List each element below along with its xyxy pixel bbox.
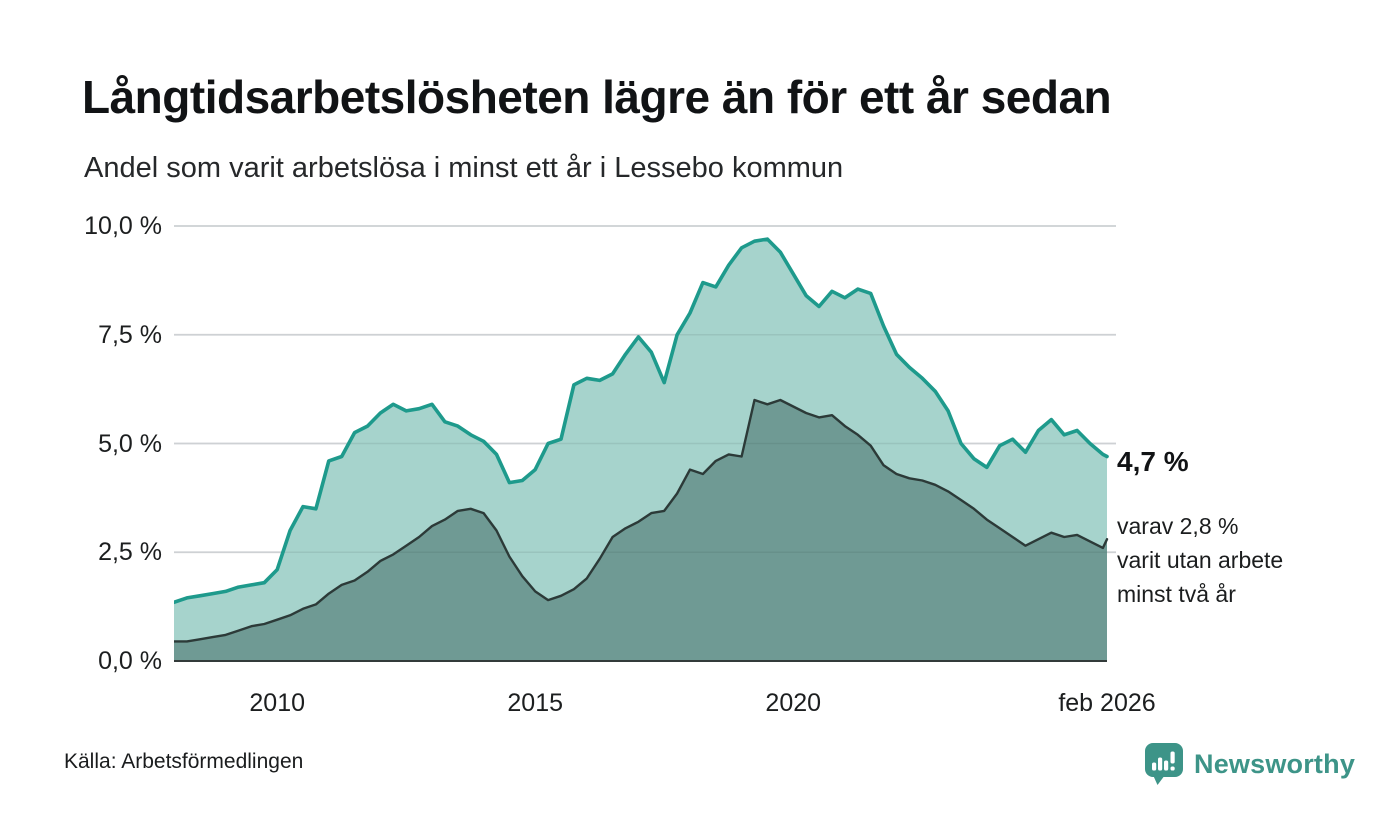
- latest-value-label: 4,7 %: [1117, 446, 1189, 477]
- y-axis-label: 5,0 %: [98, 429, 162, 458]
- area-unemployed-two-years: [174, 400, 1107, 661]
- x-axis-label: 2010: [249, 689, 306, 717]
- y-axis-label: 2,5 %: [98, 538, 162, 567]
- annotation-text: varav 2,8 % varit utan arbete minst två …: [1117, 509, 1347, 611]
- chart-svg: [174, 225, 1116, 662]
- annotation-line: varit utan arbete: [1117, 547, 1284, 573]
- line-unemployed-two-years: [174, 398, 1109, 643]
- newsworthy-icon: [1145, 743, 1183, 785]
- page-subtitle: Andel som varit arbetslösa i minst ett å…: [84, 152, 844, 184]
- y-axis-label: 10,0 %: [84, 212, 162, 240]
- brand-name: Newsworthy: [1194, 748, 1356, 779]
- annotation-line: varav 2,8 %: [1117, 513, 1239, 539]
- brand-logo: Newsworthy: [1144, 742, 1355, 786]
- y-axis-label: 0,0 %: [98, 647, 162, 675]
- source-text: Källa: Arbetsförmedlingen: [64, 750, 304, 773]
- page-title: Långtidsarbetslösheten lägre än för ett …: [82, 71, 1112, 123]
- annotation-line: minst två år: [1117, 581, 1236, 607]
- x-axis-label: feb 2026: [1058, 689, 1156, 717]
- y-axis-label: 7,5 %: [98, 320, 162, 349]
- x-axis-label: 2020: [765, 689, 822, 717]
- x-axis-label: 2015: [507, 689, 564, 717]
- line-unemployed-one-year: [174, 237, 1109, 605]
